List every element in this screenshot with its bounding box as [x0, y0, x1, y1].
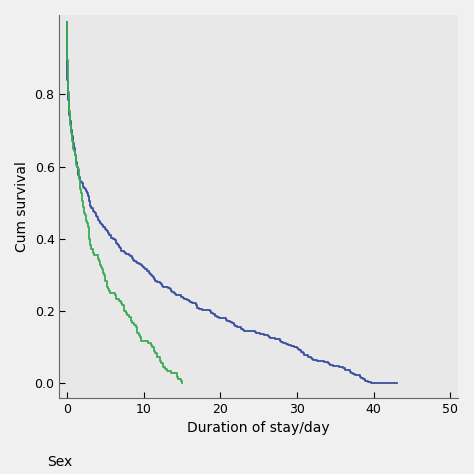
Text: Sex: Sex — [47, 455, 73, 469]
Y-axis label: Cum survival: Cum survival — [15, 161, 29, 252]
X-axis label: Duration of stay/day: Duration of stay/day — [187, 421, 330, 435]
